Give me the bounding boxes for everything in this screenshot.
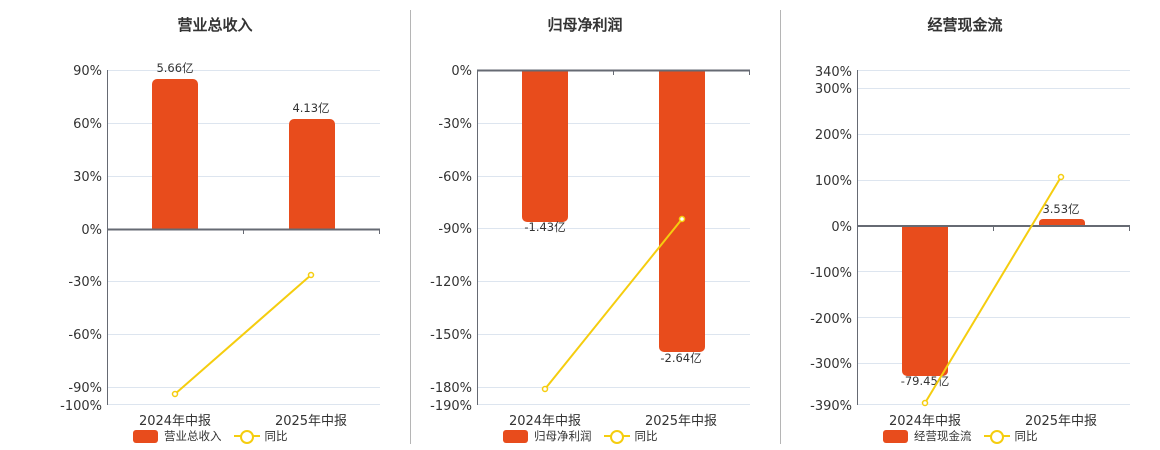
svg-text:0%: 0% <box>831 220 852 235</box>
chart-title: 营业总收入 <box>177 16 253 34</box>
svg-text:2024年中报: 2024年中报 <box>509 414 581 429</box>
svg-text:-30%: -30% <box>68 275 102 290</box>
svg-text:2025年中报: 2025年中报 <box>645 414 717 429</box>
chart-legend: 营业总收入 同比 <box>133 427 288 445</box>
yoy-line <box>174 274 312 395</box>
legend-line-label[interactable]: 同比 <box>264 429 288 443</box>
panel-divider <box>410 10 411 444</box>
legend-bar-label[interactable]: 经营现金流 <box>914 429 972 443</box>
svg-text:200%: 200% <box>815 128 852 143</box>
chart-title: 经营现金流 <box>927 16 1003 34</box>
legend-bar-label[interactable]: 归母净利润 <box>534 429 592 443</box>
svg-text:-90%: -90% <box>68 381 102 396</box>
legend-line-label[interactable]: 同比 <box>634 429 658 443</box>
svg-text:-100%: -100% <box>60 399 102 414</box>
svg-text:-60%: -60% <box>68 328 102 343</box>
svg-text:-180%: -180% <box>430 381 472 396</box>
chart-legend: 归母净利润 同比 <box>503 427 658 445</box>
svg-text:0%: 0% <box>81 223 102 238</box>
chart-panel-revenue: 营业总收入 90% 60% 30% 0% -30% -60% -90% -100… <box>0 0 410 450</box>
chart-legend: 经营现金流 同比 <box>883 427 1038 445</box>
svg-text:-1.43亿: -1.43亿 <box>524 220 565 234</box>
bar-2025 <box>289 119 335 229</box>
svg-text:90%: 90% <box>73 64 102 79</box>
svg-text:2024年中报: 2024年中报 <box>889 414 961 429</box>
legend-line-icon[interactable] <box>603 429 630 444</box>
legend-bar-swatch[interactable] <box>883 429 908 443</box>
gridlines <box>108 70 380 405</box>
svg-text:3.53亿: 3.53亿 <box>1042 202 1079 216</box>
svg-text:2025年中报: 2025年中报 <box>275 414 347 429</box>
chart-panel-cash-flow: 经营现金流 340% 300% 200% 100% 0% -100% -200%… <box>750 0 1160 450</box>
svg-text:-190%: -190% <box>430 399 472 414</box>
svg-text:340%: 340% <box>815 65 852 80</box>
svg-text:300%: 300% <box>815 82 852 97</box>
cash-flow-chart: 340% 300% 200% 100% 0% -100% -200% -300%… <box>810 65 1130 429</box>
revenue-chart: 90% 60% 30% 0% -30% -60% -90% -100% 5.66… <box>60 61 380 429</box>
svg-text:-90%: -90% <box>438 222 472 237</box>
panel-divider <box>780 10 781 444</box>
legend-bar-swatch[interactable] <box>503 429 528 443</box>
svg-text:4.13亿: 4.13亿 <box>292 101 329 115</box>
svg-text:-2.64亿: -2.64亿 <box>660 351 701 365</box>
svg-text:-120%: -120% <box>430 275 472 290</box>
svg-text:-200%: -200% <box>810 312 852 327</box>
bar-2024 <box>522 70 568 222</box>
bar-2025 <box>659 70 705 352</box>
legend-line-icon[interactable] <box>233 429 260 444</box>
svg-text:5.66亿: 5.66亿 <box>156 61 193 75</box>
chart-title: 归母净利润 <box>547 16 623 34</box>
svg-text:0%: 0% <box>451 64 472 79</box>
legend-line-label[interactable]: 同比 <box>1014 429 1038 443</box>
svg-text:100%: 100% <box>815 174 852 189</box>
yoy-line <box>544 218 683 390</box>
legend-bar-swatch[interactable] <box>133 429 158 443</box>
bar-2024 <box>902 226 948 376</box>
svg-text:-390%: -390% <box>810 399 852 414</box>
svg-text:-150%: -150% <box>430 328 472 343</box>
svg-text:2024年中报: 2024年中报 <box>139 414 211 429</box>
svg-text:60%: 60% <box>73 117 102 132</box>
svg-text:-60%: -60% <box>438 170 472 185</box>
yoy-line <box>924 176 1062 404</box>
svg-text:-300%: -300% <box>810 357 852 372</box>
legend-bar-label[interactable]: 营业总收入 <box>164 429 222 443</box>
chart-panel-net-profit: 归母净利润 0% -30% -60% -90% -120% -150% -180… <box>370 0 780 450</box>
net-profit-chart: 0% -30% -60% -90% -120% -150% -180% -190… <box>430 64 750 429</box>
svg-text:-100%: -100% <box>810 266 852 281</box>
bar-2024 <box>152 79 198 229</box>
legend-line-icon[interactable] <box>983 429 1010 444</box>
y-axis-ticks: 90% 60% 30% 0% -30% -60% -90% -100% <box>60 64 102 414</box>
svg-text:30%: 30% <box>73 170 102 185</box>
svg-text:2025年中报: 2025年中报 <box>1025 414 1097 429</box>
svg-text:-30%: -30% <box>438 117 472 132</box>
